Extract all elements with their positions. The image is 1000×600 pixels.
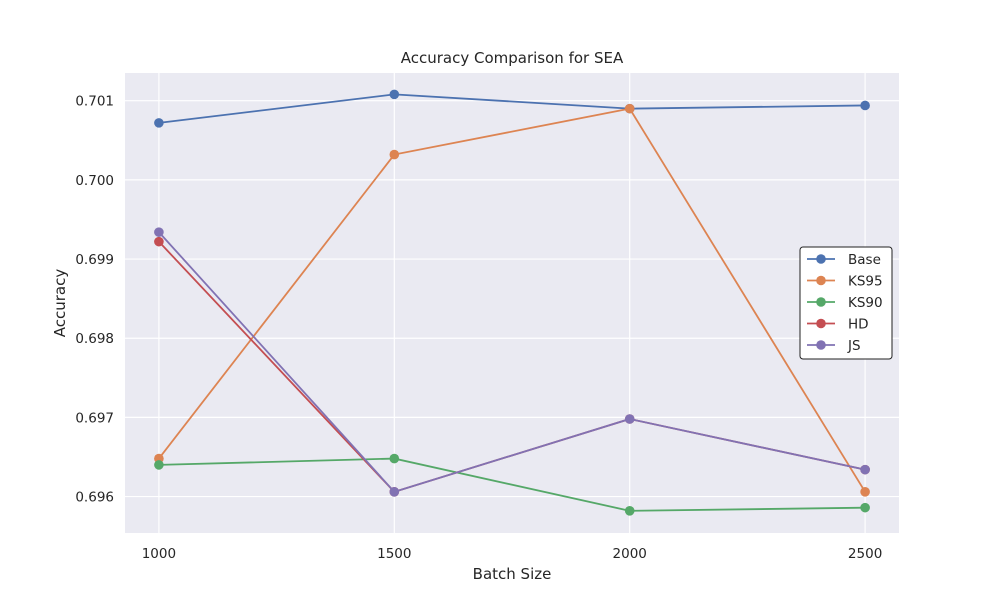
- series-line-base: [158, 93, 866, 124]
- x-tick-label: 2000: [613, 546, 647, 562]
- data-point-js: [624, 414, 635, 424]
- series-js: [154, 227, 870, 497]
- legend-swatch-marker: [816, 340, 826, 350]
- series-line-js: [158, 231, 866, 493]
- x-tick-labels: 1000 1500 2000 2500: [142, 546, 883, 562]
- series-ks90: [154, 453, 870, 516]
- y-tick-label: 0.698: [75, 331, 114, 347]
- data-point-ks90: [389, 453, 400, 464]
- data-point-base: [860, 100, 870, 111]
- series-base: [154, 89, 870, 128]
- series-line-ks90: [158, 457, 866, 512]
- chart-title: Accuracy Comparison for SEA: [401, 49, 624, 67]
- legend-box: [799, 246, 893, 360]
- data-point-js: [389, 487, 400, 497]
- legend-label: KS95: [848, 274, 883, 290]
- data-point-ks95: [389, 149, 400, 160]
- data-point-base: [154, 118, 164, 128]
- x-tick-label: 1500: [377, 546, 411, 562]
- legend-swatch-marker: [816, 254, 826, 264]
- y-tick-label: 0.697: [75, 410, 114, 426]
- x-tick-label: 1000: [142, 546, 176, 562]
- legend: Base KS95 KS90 HD JS: [799, 246, 893, 360]
- x-axis-label: Batch Size: [473, 565, 552, 583]
- data-point-js: [154, 227, 164, 237]
- data-point-ks95: [860, 487, 870, 497]
- data-point-ks90: [154, 460, 164, 470]
- data-point-js: [860, 464, 870, 475]
- x-tick-label: 2500: [848, 546, 882, 562]
- series-line-ks95: [158, 107, 866, 493]
- y-tick-labels: 0.696 0.697 0.698 0.699 0.700 0.701: [75, 94, 114, 506]
- legend-item-hd: HD: [807, 317, 869, 333]
- legend-label: HD: [848, 317, 869, 333]
- legend-item-ks95: KS95: [807, 274, 883, 290]
- legend-swatch-marker: [816, 275, 826, 286]
- y-tick-label: 0.701: [75, 94, 114, 110]
- legend-label: Base: [848, 252, 881, 268]
- legend-swatch-marker: [816, 318, 826, 329]
- data-point-ks90: [624, 506, 635, 516]
- y-tick-label: 0.700: [75, 173, 114, 189]
- y-axis-label: Accuracy: [51, 269, 69, 338]
- data-point-ks95: [624, 103, 635, 114]
- y-tick-label: 0.696: [75, 490, 114, 506]
- data-point-ks90: [860, 502, 870, 513]
- legend-item-ks90: KS90: [807, 295, 883, 311]
- y-tick-label: 0.699: [75, 252, 114, 268]
- legend-item-js: JS: [807, 338, 861, 354]
- legend-swatch-marker: [816, 297, 826, 307]
- legend-label: KS90: [848, 295, 883, 311]
- legend-item-base: Base: [807, 252, 881, 268]
- legend-label: JS: [847, 338, 861, 354]
- series-group: [154, 89, 870, 516]
- plot-area: [125, 73, 899, 533]
- data-point-base: [389, 89, 400, 100]
- data-point-hd: [154, 236, 164, 247]
